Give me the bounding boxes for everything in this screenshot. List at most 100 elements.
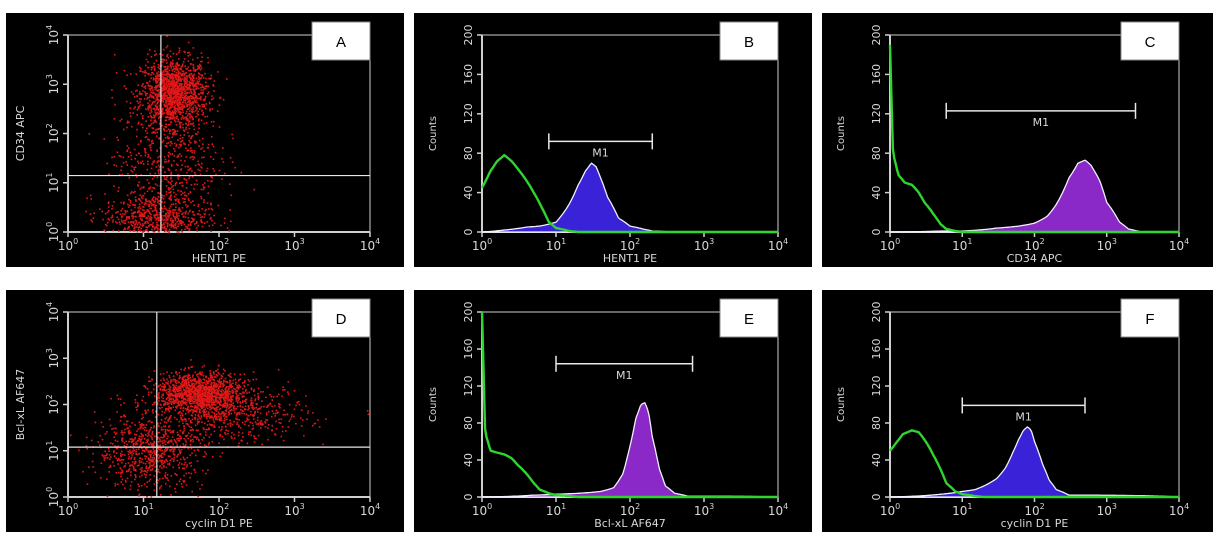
scatter-point (192, 200, 194, 202)
scatter-point (109, 424, 112, 427)
scatter-point (136, 230, 139, 233)
scatter-point (168, 130, 171, 132)
scatter-point (176, 130, 179, 132)
scatter-point (222, 384, 225, 387)
scatter-point (198, 164, 201, 166)
scatter-point (188, 175, 191, 178)
scatter-point (177, 154, 179, 157)
scatter-point (227, 407, 230, 410)
y-tick-label: 0 (462, 229, 475, 236)
scatter-point (176, 85, 179, 87)
scatter-point (139, 211, 142, 214)
scatter-point (170, 173, 172, 175)
scatter-point (169, 96, 172, 98)
scatter-point (189, 429, 192, 431)
scatter-point (176, 103, 178, 105)
scatter-point (126, 420, 128, 423)
scatter-point (148, 376, 150, 379)
scatter-point (145, 72, 148, 74)
scatter-point (194, 70, 197, 73)
scatter-point (188, 127, 191, 130)
scatter-point (165, 102, 168, 104)
scatter-point (252, 415, 255, 418)
scatter-point (162, 444, 164, 447)
scatter-point (225, 402, 227, 404)
scatter-point (168, 113, 171, 115)
scatter-point (190, 434, 193, 436)
scatter-point (123, 423, 125, 426)
scatter-point (165, 458, 167, 461)
scatter-point (157, 94, 160, 96)
scatter-point (186, 91, 189, 94)
scatter-point (207, 377, 210, 379)
scatter-point (195, 87, 198, 90)
scatter-point (113, 118, 116, 120)
scatter-point (191, 101, 193, 104)
scatter-point (169, 144, 172, 147)
scatter-point (175, 442, 178, 444)
scatter-point (140, 426, 143, 428)
scatter-point (148, 182, 150, 184)
scatter-point (123, 444, 126, 447)
scatter-point (199, 442, 202, 445)
scatter-point (168, 91, 170, 94)
scatter-point (152, 95, 154, 98)
scatter-point (154, 172, 157, 175)
scatter-point (172, 89, 175, 92)
scatter-point (165, 229, 168, 231)
scatter-point (191, 421, 193, 424)
scatter-point (256, 419, 259, 422)
scatter-point (86, 447, 89, 450)
scatter-point (201, 484, 203, 486)
scatter-point (156, 95, 158, 98)
scatter-point (151, 197, 154, 200)
scatter-point (274, 433, 277, 436)
scatter-point (239, 378, 242, 380)
scatter-point (204, 87, 207, 90)
scatter-point (140, 218, 142, 221)
scatter-point (186, 78, 188, 81)
scatter-point (178, 83, 181, 85)
scatter-point (178, 440, 181, 442)
scatter-point (164, 177, 167, 180)
scatter-point (226, 389, 228, 392)
scatter-point (173, 116, 176, 119)
scatter-point (180, 108, 182, 110)
scatter-point (121, 434, 124, 436)
scatter-point (188, 393, 191, 396)
scatter-point (239, 392, 241, 395)
scatter-point (176, 156, 179, 158)
scatter-point (152, 454, 155, 457)
scatter-point (103, 138, 106, 140)
scatter-point (236, 421, 239, 424)
scatter-point (190, 447, 193, 450)
scatter-point (135, 453, 138, 456)
scatter-point (175, 116, 178, 118)
scatter-point (229, 398, 231, 401)
scatter-point (201, 371, 203, 374)
scatter-point (194, 383, 196, 385)
scatter-point (163, 175, 166, 178)
scatter-point (133, 449, 136, 452)
scatter-point (134, 226, 136, 228)
scatter-point (197, 205, 199, 208)
scatter-point (158, 116, 161, 118)
scatter-point (104, 455, 106, 457)
scatter-point (200, 77, 203, 79)
scatter-point (220, 404, 223, 407)
scatter-point (284, 413, 286, 416)
scatter-point (188, 397, 191, 400)
scatter-point (163, 89, 165, 91)
scatter-point (144, 222, 147, 225)
scatter-point (289, 418, 292, 421)
scatter-point (222, 379, 225, 382)
scatter-point (90, 439, 93, 442)
scatter-point (152, 92, 154, 95)
scatter-point (146, 439, 148, 442)
scatter-point (161, 110, 164, 112)
scatter-point (151, 444, 153, 447)
scatter-point (174, 133, 177, 136)
scatter-point (218, 393, 221, 396)
scatter-point (243, 392, 245, 394)
scatter-point (182, 116, 184, 118)
